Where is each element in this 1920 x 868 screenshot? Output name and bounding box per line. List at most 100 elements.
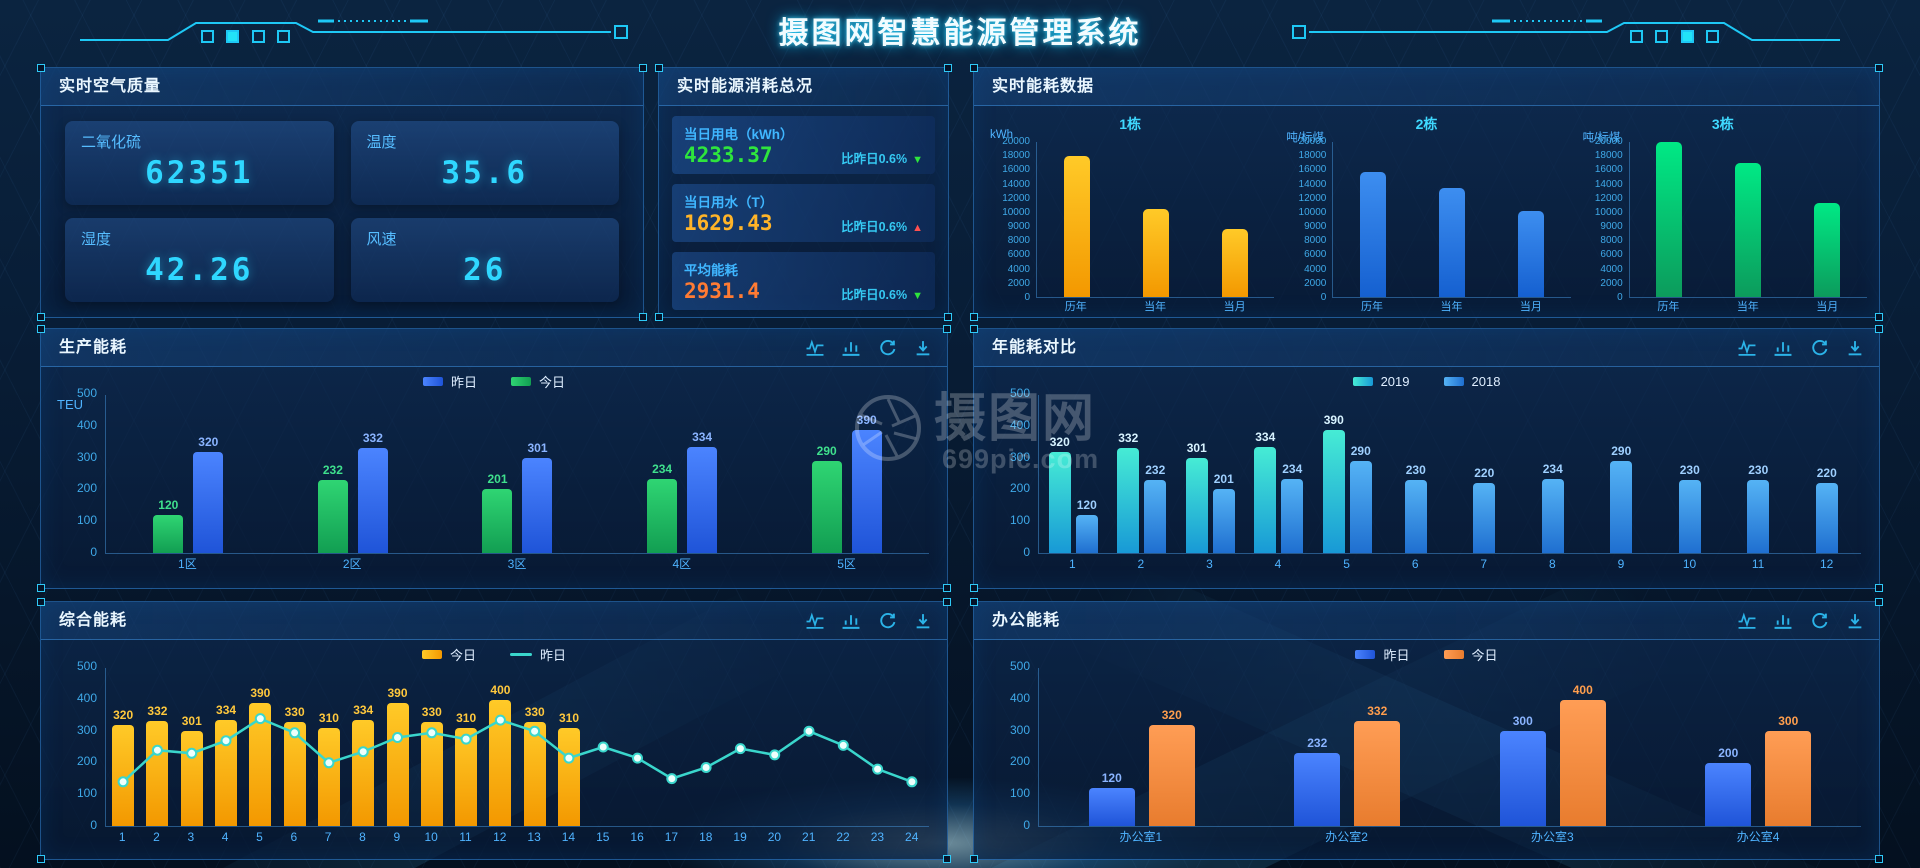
bar-slot: 301 xyxy=(175,668,209,826)
y-tick-label: 8000 xyxy=(1007,235,1030,247)
legend-item[interactable]: 昨日 xyxy=(422,372,477,391)
corner-decoration xyxy=(970,598,978,606)
legend-item[interactable]: 今日 xyxy=(421,645,476,664)
download-icon[interactable] xyxy=(1845,612,1865,630)
bar-slot: 120 320 xyxy=(1039,668,1245,826)
corner-decoration xyxy=(1875,598,1883,606)
bar xyxy=(1518,211,1545,297)
bar-value-label: 334 xyxy=(216,703,237,718)
bar-value-label: 330 xyxy=(524,704,545,719)
line-chart-icon[interactable] xyxy=(1737,339,1757,357)
legend-item[interactable]: 昨日 xyxy=(1355,645,1410,664)
refresh-icon[interactable] xyxy=(877,612,897,630)
x-tick-label: 2 xyxy=(153,830,160,844)
x-tick-label: 13 xyxy=(527,830,541,844)
refresh-icon[interactable] xyxy=(1809,339,1829,357)
y-tick-label: 4000 xyxy=(1600,263,1623,275)
refresh-icon[interactable] xyxy=(1809,612,1829,630)
x-tick-label: 16 xyxy=(630,830,644,844)
energy-summary-cards: 当日用电（kWh） 4233.37 比昨日0.6% ▼ 当日用水（T） 1629.… xyxy=(659,106,948,317)
legend-label: 昨日 xyxy=(450,374,477,390)
bar-value-label: 334 xyxy=(353,703,374,718)
bar-slot: 330 xyxy=(415,668,449,826)
bar-chart-icon[interactable] xyxy=(1773,339,1793,357)
download-icon[interactable] xyxy=(913,339,933,357)
bar: 234 xyxy=(1541,462,1564,553)
panel-title: 年能耗对比 xyxy=(974,329,1879,367)
refresh-icon[interactable] xyxy=(877,339,897,357)
bar-value-label: 332 xyxy=(1367,704,1388,719)
download-icon[interactable] xyxy=(1845,339,1865,357)
legend-swatch xyxy=(1355,649,1376,659)
corner-decoration xyxy=(943,855,951,863)
legend-item[interactable]: 今日 xyxy=(1443,645,1498,664)
legend-swatch xyxy=(1443,649,1464,659)
y-tick-label: 300 xyxy=(1009,449,1030,464)
line-chart-icon[interactable] xyxy=(1737,612,1757,630)
legend-label: 昨日 xyxy=(540,647,567,663)
line-chart-icon[interactable] xyxy=(805,612,825,630)
x-axis: 1 2 3 4 5 6 7 8 9 10 11 12 13 14 15 16 17 18 19 20 21 22 23 24 xyxy=(105,827,929,847)
bar-slot: 332 232 xyxy=(1108,395,1177,553)
summary-card-electricity: 当日用电（kWh） 4233.37 比昨日0.6% ▼ xyxy=(672,116,935,174)
bar: 234 xyxy=(1281,462,1304,553)
bar-value-label: 300 xyxy=(1778,714,1799,729)
chart-legend: 2019 2018 xyxy=(992,367,1861,395)
y-tick-label: 200 xyxy=(1009,481,1030,496)
bar: 320 xyxy=(193,435,224,553)
y-tick-label: 20000 xyxy=(1298,136,1327,147)
x-axis: 1 2 3 4 5 6 7 8 9 10 11 12 xyxy=(1038,554,1861,574)
bar-value-label: 320 xyxy=(1049,434,1070,449)
bar: 230 xyxy=(1404,463,1427,553)
x-tick-label: 9 xyxy=(393,830,401,844)
panel-realtime-energy: 实时能耗数据 1栋 kWh 0 2000 4000 6000 8000 9000 10000… xyxy=(970,64,1883,321)
bar-chart-icon[interactable] xyxy=(1773,612,1793,630)
legend-item[interactable]: 昨日 xyxy=(510,645,566,664)
bar-chart-icon[interactable] xyxy=(841,339,861,357)
bar-slot: 232 332 xyxy=(271,395,436,553)
bar-value-label: 200 xyxy=(1718,745,1739,760)
bar-value-label: 390 xyxy=(250,685,271,700)
y-tick-label: 20000 xyxy=(1002,136,1030,147)
bar: 220 xyxy=(1815,466,1838,553)
page-header: 摄图网智慧能源管理系统 xyxy=(0,0,1920,58)
corner-decoration xyxy=(944,313,952,321)
bar xyxy=(1814,203,1841,297)
corner-decoration xyxy=(37,64,45,72)
legend-item[interactable]: 今日 xyxy=(511,372,565,391)
bar: 230 xyxy=(1678,463,1701,553)
bar: 232 xyxy=(1144,463,1167,553)
x-tick-label: 8 xyxy=(1548,557,1556,571)
x-tick-label: 历年 xyxy=(1361,301,1384,313)
x-tick-label: 24 xyxy=(905,830,919,844)
plot-area: 120 320 232 332 201 301 234 334 290 390 xyxy=(105,395,929,554)
legend-item[interactable]: 2018 xyxy=(1443,374,1500,389)
x-tick-label: 19 xyxy=(733,830,747,844)
y-tick-label: 0 xyxy=(1024,292,1030,303)
bar-value-label: 301 xyxy=(527,440,548,455)
bar: 320 xyxy=(112,708,135,826)
x-tick-label: 3区 xyxy=(507,557,527,571)
y-tick-label: 2000 xyxy=(1304,277,1327,289)
bar: 310 xyxy=(317,711,340,826)
bar: 220 xyxy=(1473,466,1496,553)
stat-label: 风速 xyxy=(366,231,397,248)
corner-decoration xyxy=(943,325,951,333)
legend-swatch xyxy=(1352,376,1373,386)
legend-item[interactable]: 2019 xyxy=(1352,374,1410,389)
bar-slot: 290 xyxy=(1587,395,1656,553)
line-chart-icon[interactable] xyxy=(805,339,825,357)
plot-area xyxy=(1628,142,1867,298)
bar-value-label: 301 xyxy=(1186,440,1207,455)
x-tick-label: 当月 xyxy=(1816,301,1839,313)
bar-chart-icon[interactable] xyxy=(841,612,861,630)
corner-decoration xyxy=(37,313,45,321)
download-icon[interactable] xyxy=(913,612,933,630)
x-tick-label: 1区 xyxy=(178,557,197,571)
bar: 300 xyxy=(1765,714,1812,826)
y-tick-label: 16000 xyxy=(1298,164,1327,176)
chart-legend: 昨日 今日 xyxy=(992,640,1861,668)
bar: 400 xyxy=(489,683,512,826)
y-tick-label: 20000 xyxy=(1594,136,1623,147)
x-tick-label: 办公室1 xyxy=(1119,830,1163,844)
